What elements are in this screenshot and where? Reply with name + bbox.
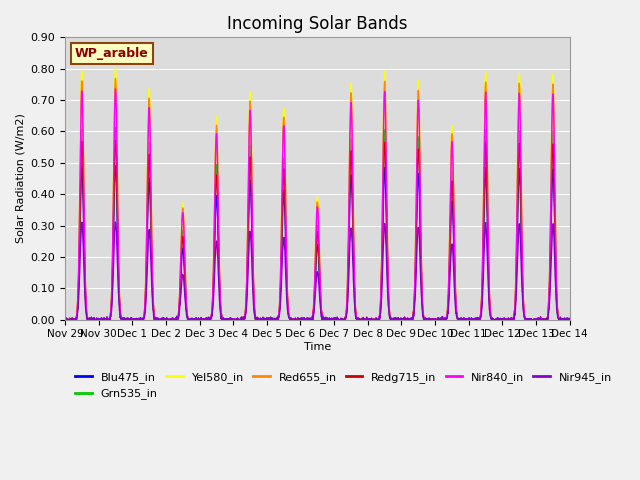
Red655_in xyxy=(527,316,534,322)
Grn535_in xyxy=(592,317,600,323)
Blu475_in xyxy=(497,317,504,323)
Grn535_in xyxy=(61,316,69,322)
Nir840_in xyxy=(497,317,504,323)
Line: Red655_in: Red655_in xyxy=(65,79,603,320)
Nir945_in xyxy=(592,317,600,323)
Redg715_in xyxy=(61,317,69,323)
Red655_in xyxy=(232,317,239,323)
Grn535_in xyxy=(497,317,504,323)
Blu475_in xyxy=(232,317,239,323)
Blu475_in xyxy=(111,163,119,169)
Nir840_in xyxy=(527,316,534,322)
Nir945_in xyxy=(599,317,607,323)
Redg715_in xyxy=(599,317,607,323)
Redg715_in xyxy=(115,293,123,299)
Grn535_in xyxy=(527,316,534,322)
Line: Blu475_in: Blu475_in xyxy=(65,166,603,320)
Blu475_in xyxy=(61,316,69,322)
Grn535_in xyxy=(232,317,239,323)
Yel580_in xyxy=(61,317,69,323)
Nir840_in xyxy=(115,287,123,292)
Redg715_in xyxy=(497,317,504,323)
Nir840_in xyxy=(61,317,69,323)
Red655_in xyxy=(111,76,119,82)
Grn535_in xyxy=(111,125,119,131)
Grn535_in xyxy=(599,317,607,323)
Title: Incoming Solar Bands: Incoming Solar Bands xyxy=(227,15,408,33)
Line: Redg715_in: Redg715_in xyxy=(65,140,603,320)
Yel580_in xyxy=(115,284,123,290)
Blu475_in xyxy=(61,317,69,323)
Red655_in xyxy=(592,317,600,323)
Yel580_in xyxy=(367,316,374,322)
Grn535_in xyxy=(115,292,123,298)
Red655_in xyxy=(61,317,69,323)
Yel580_in xyxy=(592,317,600,323)
Nir945_in xyxy=(61,316,69,322)
Blu475_in xyxy=(599,317,607,323)
Yel580_in xyxy=(599,317,607,323)
Red655_in xyxy=(497,317,504,323)
Redg715_in xyxy=(592,317,600,323)
Red655_in xyxy=(367,316,374,322)
Yel580_in xyxy=(61,316,69,322)
Nir840_in xyxy=(367,316,374,322)
Red655_in xyxy=(115,286,123,291)
Nir945_in xyxy=(527,316,534,322)
Yel580_in xyxy=(527,316,534,322)
Line: Grn535_in: Grn535_in xyxy=(65,128,603,320)
Redg715_in xyxy=(232,317,239,323)
X-axis label: Time: Time xyxy=(303,342,331,352)
Grn535_in xyxy=(367,316,374,322)
Nir840_in xyxy=(111,86,119,92)
Yel580_in xyxy=(111,65,119,71)
Line: Nir945_in: Nir945_in xyxy=(65,222,603,320)
Redg715_in xyxy=(111,137,119,143)
Nir840_in xyxy=(61,316,69,322)
Nir840_in xyxy=(599,317,607,323)
Nir945_in xyxy=(111,219,119,225)
Nir945_in xyxy=(61,317,69,323)
Y-axis label: Solar Radiation (W/m2): Solar Radiation (W/m2) xyxy=(15,114,25,243)
Nir945_in xyxy=(232,317,239,323)
Red655_in xyxy=(599,317,607,323)
Redg715_in xyxy=(61,316,69,322)
Yel580_in xyxy=(497,317,504,323)
Line: Nir840_in: Nir840_in xyxy=(65,89,603,320)
Blu475_in xyxy=(527,316,534,322)
Text: WP_arable: WP_arable xyxy=(75,47,149,60)
Redg715_in xyxy=(527,316,534,322)
Nir840_in xyxy=(232,317,239,323)
Nir945_in xyxy=(115,304,123,310)
Nir945_in xyxy=(497,317,504,323)
Blu475_in xyxy=(367,316,374,322)
Nir945_in xyxy=(367,316,374,322)
Nir840_in xyxy=(592,317,600,323)
Yel580_in xyxy=(232,317,239,323)
Line: Yel580_in: Yel580_in xyxy=(65,68,603,320)
Legend: Blu475_in, Grn535_in, Yel580_in, Red655_in, Redg715_in, Nir840_in, Nir945_in: Blu475_in, Grn535_in, Yel580_in, Red655_… xyxy=(70,368,616,404)
Blu475_in xyxy=(115,297,123,302)
Grn535_in xyxy=(61,317,69,323)
Blu475_in xyxy=(592,317,600,323)
Red655_in xyxy=(61,316,69,322)
Redg715_in xyxy=(367,316,374,322)
